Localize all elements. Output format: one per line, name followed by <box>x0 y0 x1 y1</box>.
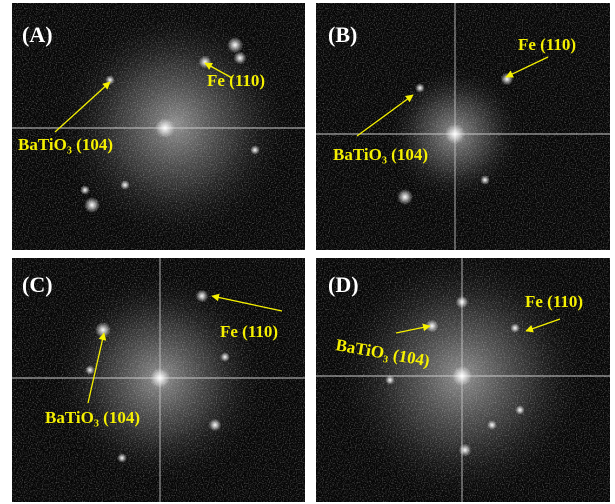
annotation-label: Fe (110) <box>525 292 583 311</box>
panel-image <box>316 246 610 504</box>
panel-label: (D) <box>328 272 359 297</box>
diffraction-spot <box>510 323 520 333</box>
diffraction-spot <box>459 444 472 457</box>
annotation-label: Fe (110) <box>207 71 265 90</box>
fft-panel: (C) Fe (110) BaTiO₃ (104) <box>12 258 305 502</box>
annotation-label: BaTiO₃ (104) <box>333 145 428 164</box>
fft-panel: (A) Fe (110) BaTiO₃ (104) <box>12 3 305 250</box>
diffraction-spot <box>415 83 425 93</box>
diffraction-spot <box>199 56 212 69</box>
diffraction-spot <box>487 420 497 430</box>
center-spot <box>150 368 170 388</box>
panel-label: (C) <box>22 272 53 297</box>
diffraction-spot <box>220 352 230 362</box>
panel-label: (B) <box>328 22 357 47</box>
diffraction-spot <box>480 175 490 185</box>
diffraction-spot <box>196 290 209 303</box>
diffraction-spot <box>515 405 525 415</box>
diffraction-spot <box>397 189 413 205</box>
diffraction-spot <box>80 185 90 195</box>
diffraction-spot <box>250 145 260 155</box>
panel-image <box>12 258 305 502</box>
fft-panel: (B) Fe (110) BaTiO₃ (104) <box>316 3 610 250</box>
fft-panel: (D)Fe (110)BaTiO₃ (104) <box>316 246 610 504</box>
diffraction-spot <box>120 180 130 190</box>
figure: (A) Fe (110) BaTiO₃ (104) (B) Fe (110) BaTiO₃… <box>0 0 615 504</box>
annotation-label: Fe (110) <box>220 322 278 341</box>
diffraction-spot <box>234 52 247 65</box>
panel-image <box>12 3 305 250</box>
panel-label: (A) <box>22 22 53 47</box>
annotation-label: BaTiO₃ (104) <box>45 408 140 427</box>
diffraction-spot <box>456 296 469 309</box>
center-spot <box>445 124 465 144</box>
diffraction-spot <box>209 419 222 432</box>
diffraction-spot <box>85 365 95 375</box>
center-spot <box>155 118 175 138</box>
diffraction-spot <box>105 75 115 85</box>
annotation-label: BaTiO₃ (104) <box>18 135 113 154</box>
diffraction-spot <box>227 37 243 53</box>
center-spot <box>452 366 472 386</box>
diffraction-spot <box>84 197 100 213</box>
annotation-label: Fe (110) <box>518 35 576 54</box>
diffraction-spot <box>385 375 395 385</box>
diffraction-spot <box>117 453 127 463</box>
